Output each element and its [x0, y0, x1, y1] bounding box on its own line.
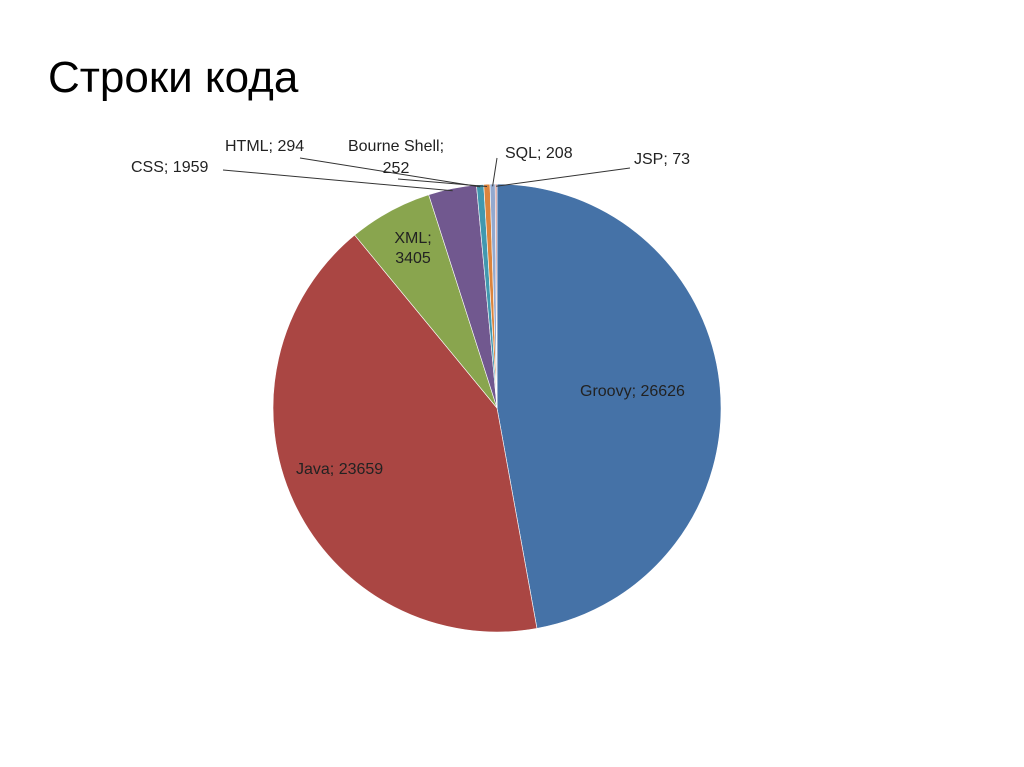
leader-line-jsp — [496, 167, 631, 187]
data-label-groovy: Groovy; 26626 — [580, 383, 685, 400]
data-labels: Groovy; 26626 Java; 23659 XML; 3405 CSS; 195… — [131, 138, 690, 478]
data-label-line: 3405 — [395, 250, 431, 267]
pie-slices — [272, 183, 722, 633]
data-label-line: JSP; 73 — [634, 151, 690, 168]
data-label-line: Java; 23659 — [296, 461, 383, 478]
data-label-sql: SQL; 208 — [505, 145, 573, 162]
data-label-bourne-shell: Bourne Shell; 252 — [348, 138, 444, 177]
data-label-line: Bourne Shell; — [348, 138, 444, 155]
leader-line-sql — [492, 157, 498, 187]
data-label-line: HTML; 294 — [225, 138, 304, 155]
slide-title: Строки кода — [48, 53, 299, 102]
data-label-html: HTML; 294 — [225, 138, 304, 155]
pie-slice-java — [272, 234, 538, 633]
data-label-line: XML; — [394, 230, 431, 247]
data-label-java: Java; 23659 — [296, 461, 383, 478]
pie-slice-jsp — [494, 183, 498, 409]
leader-line-css — [222, 169, 453, 192]
pie-slice-groovy — [496, 183, 722, 629]
data-label-line: CSS; 1959 — [131, 159, 208, 176]
leader-line-html — [299, 157, 481, 188]
data-label-jsp: JSP; 73 — [634, 151, 690, 168]
data-label-line: 252 — [383, 160, 410, 177]
leader-lines — [222, 157, 631, 192]
data-label-css: CSS; 1959 — [131, 159, 208, 176]
data-label-xml: XML; 3405 — [394, 230, 431, 267]
leader-line-bourne-shell — [397, 178, 488, 187]
data-label-line: Groovy; 26626 — [580, 383, 685, 400]
data-label-line: SQL; 208 — [505, 145, 573, 162]
